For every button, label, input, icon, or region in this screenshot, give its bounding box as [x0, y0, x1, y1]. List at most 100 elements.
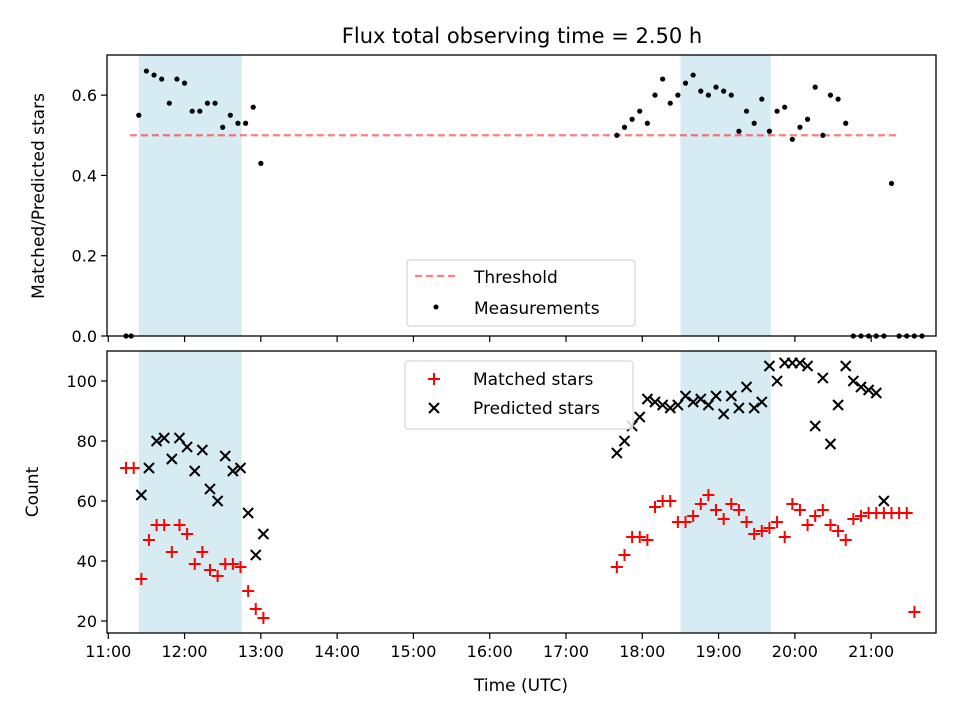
predicted-legend-label: Predicted stars — [473, 399, 600, 419]
predicted-point — [862, 384, 875, 396]
predicted-point — [143, 462, 155, 474]
predicted-point — [794, 357, 806, 369]
matched-point — [702, 489, 715, 501]
matched-point — [854, 510, 867, 522]
predicted-point — [166, 453, 178, 465]
measurement-point — [166, 100, 172, 106]
predicted-point — [618, 435, 631, 447]
top-plot-frame — [106, 54, 937, 337]
matched-point — [710, 504, 723, 516]
measurement-point — [174, 76, 180, 82]
matched-legend-label: Matched stars — [473, 370, 593, 390]
matched-point — [127, 462, 140, 474]
measurement-point — [197, 108, 203, 114]
predicted-point — [870, 387, 882, 399]
predicted-point — [687, 396, 699, 408]
predicted-point — [656, 399, 669, 411]
matched-point — [748, 528, 761, 540]
y-tick-label: 0.4 — [72, 166, 97, 185]
x-tick-label: 21:00 — [848, 642, 894, 661]
measurement-point — [675, 92, 681, 98]
measurement-point — [151, 72, 157, 78]
matched-point — [908, 606, 921, 618]
measurements-legend-swatch — [433, 304, 439, 310]
y-tick-label: 0.2 — [72, 247, 97, 266]
predicted-point — [150, 435, 163, 447]
measurement-point — [789, 136, 795, 142]
measurement-point — [766, 128, 773, 134]
x-tick-label: 20:00 — [772, 642, 818, 661]
y-tick-label: 40 — [77, 552, 97, 571]
top-legend-box — [406, 259, 636, 327]
measurement-point — [667, 100, 673, 106]
predicted-point — [664, 402, 676, 414]
matched-point — [173, 519, 186, 531]
matched-point — [188, 558, 201, 570]
top-shaded-span-1 — [680, 55, 771, 336]
bottom-shaded-span-1 — [680, 351, 771, 633]
predicted-point — [250, 549, 262, 561]
bottom-y-axis-label: Count — [23, 466, 43, 517]
matched-point — [687, 510, 700, 522]
matched-point — [793, 504, 806, 516]
predicted-point — [847, 375, 860, 387]
top-legend: Threshold Measurements — [406, 259, 636, 327]
x-tick-label: 11:00 — [85, 642, 131, 661]
y-tick-label: 60 — [77, 492, 97, 511]
measurement-point — [812, 84, 818, 90]
measurement-point — [652, 92, 658, 98]
predicted-point — [840, 360, 852, 372]
matched-point — [242, 585, 255, 597]
bottom-panel: 20 40 60 80 100 11:00 12:00 13:00 14:00 15:00 16:0… — [23, 350, 937, 696]
measurement-point — [721, 88, 727, 94]
measurement-point — [774, 108, 780, 114]
matched-point — [755, 525, 768, 537]
measurement-point — [782, 104, 788, 110]
bottom-shaded-span-0 — [138, 351, 242, 633]
predicted-point — [219, 450, 231, 462]
matched-point — [135, 573, 148, 585]
matched-point — [226, 558, 239, 570]
y-tick-label: 20 — [77, 612, 97, 631]
threshold-legend-label: Threshold — [473, 268, 558, 288]
predicted-point — [748, 402, 760, 414]
predicted-point — [710, 390, 722, 402]
predicted-point — [855, 381, 867, 393]
predicted-legend-swatch — [428, 402, 440, 414]
matched-point — [809, 510, 822, 522]
predicted-point — [649, 396, 661, 408]
matched-point — [694, 498, 707, 510]
predicted-point — [832, 399, 844, 411]
measurement-point — [804, 116, 811, 122]
matched-point — [257, 612, 270, 624]
x-tick-label: 13:00 — [238, 642, 284, 661]
predicted-point — [809, 420, 821, 432]
matched-point — [610, 561, 623, 573]
matched-point — [165, 546, 178, 558]
predicted-point — [801, 360, 814, 372]
measurement-point — [682, 80, 689, 86]
predicted-point — [211, 495, 224, 507]
y-tick-label: 0.6 — [72, 86, 97, 105]
predicted-point — [695, 393, 707, 405]
matched-point — [847, 513, 860, 525]
figure-title: Flux total observing time = 2.50 h — [342, 24, 702, 48]
measurement-point — [660, 76, 666, 82]
measurement-point — [181, 80, 188, 86]
measurement-point — [797, 124, 803, 130]
matched-point — [249, 603, 262, 615]
predicted-point — [189, 465, 201, 477]
matched-point — [740, 516, 753, 528]
bottom-legend-box — [404, 360, 634, 430]
measurement-point — [705, 92, 712, 98]
matched-point — [732, 504, 745, 516]
x-tick-label: 14:00 — [314, 642, 360, 661]
measurement-point — [713, 84, 719, 90]
matched-point — [824, 519, 837, 531]
predicted-point — [158, 432, 170, 444]
predicted-point — [634, 411, 646, 423]
predicted-point — [227, 465, 239, 477]
predicted-point — [717, 408, 730, 420]
measurement-point — [843, 120, 849, 126]
